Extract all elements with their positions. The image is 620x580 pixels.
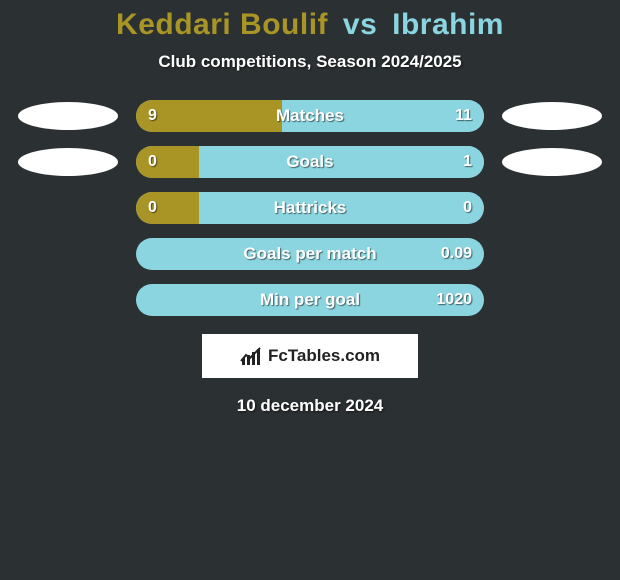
stat-row: 9 11 Matches — [0, 100, 620, 132]
stat-label: Goals per match — [243, 244, 376, 264]
value-player2: 0.09 — [441, 245, 472, 263]
stat-label: Matches — [276, 106, 344, 126]
stat-label: Min per goal — [260, 290, 360, 310]
date-text: 10 december 2024 — [0, 396, 620, 416]
stat-rows: 9 11 Matches 0 1 Goals 0 0 Hattricks 0.09 Goals pe… — [0, 100, 620, 316]
title-vs: vs — [343, 8, 377, 41]
stat-row: 1020 Min per goal — [0, 284, 620, 316]
attribution-text: FcTables.com — [268, 346, 380, 366]
bar-fill-player1 — [136, 192, 199, 224]
value-player2: 0 — [463, 199, 472, 217]
player2-ellipse — [502, 148, 602, 176]
stat-label: Goals — [286, 152, 333, 172]
value-player1: 0 — [148, 199, 157, 217]
value-player1: 0 — [148, 153, 157, 171]
chart-icon — [240, 346, 262, 366]
player2-ellipse — [502, 102, 602, 130]
stat-label: Hattricks — [274, 198, 347, 218]
comparison-infographic: Keddari Boulif vs Ibrahim Club competiti… — [0, 0, 620, 416]
value-player2: 1020 — [436, 291, 472, 309]
player1-ellipse — [18, 102, 118, 130]
value-player2: 1 — [463, 153, 472, 171]
stat-bar: 9 11 Matches — [136, 100, 484, 132]
stat-bar: 1020 Min per goal — [136, 284, 484, 316]
stat-row: 0.09 Goals per match — [0, 238, 620, 270]
value-player1: 9 — [148, 107, 157, 125]
stat-row: 0 1 Goals — [0, 146, 620, 178]
stat-row: 0 0 Hattricks — [0, 192, 620, 224]
bar-fill-player1 — [136, 100, 282, 132]
subtitle: Club competitions, Season 2024/2025 — [0, 52, 620, 72]
player1-ellipse — [18, 148, 118, 176]
value-player2: 11 — [455, 107, 472, 125]
attribution-box: FcTables.com — [202, 334, 418, 378]
player2-name: Ibrahim — [392, 8, 504, 41]
stat-bar: 0 0 Hattricks — [136, 192, 484, 224]
bar-fill-player2 — [199, 146, 484, 178]
stat-bar: 0.09 Goals per match — [136, 238, 484, 270]
bar-fill-player1 — [136, 146, 199, 178]
stat-bar: 0 1 Goals — [136, 146, 484, 178]
title: Keddari Boulif vs Ibrahim — [0, 8, 620, 42]
player1-name: Keddari Boulif — [116, 8, 328, 41]
